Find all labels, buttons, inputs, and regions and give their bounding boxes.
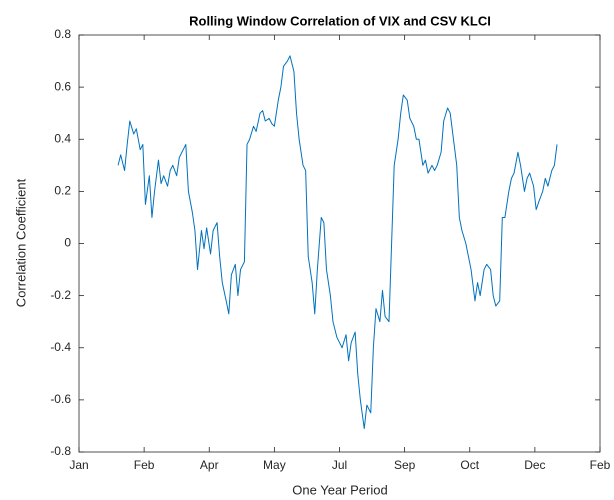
chart-title: Rolling Window Correlation of VIX and CS… <box>189 13 491 28</box>
y-tick-label: -0.2 <box>50 288 71 302</box>
y-tick-label: -0.6 <box>50 392 71 406</box>
x-tick-label: Apr <box>200 458 219 472</box>
x-tick-label: May <box>263 458 286 472</box>
x-tick-label: Oct <box>460 458 479 472</box>
y-axis-label: Correlation Coefficient <box>13 178 28 307</box>
y-tick-label: 0.4 <box>54 131 71 145</box>
y-tick-label: -0.8 <box>50 444 71 458</box>
x-tick-label: Feb <box>134 458 155 472</box>
x-axis-label: One Year Period <box>292 482 387 497</box>
x-tick-label: Feb <box>590 458 611 472</box>
y-tick-label: 0.2 <box>54 184 71 198</box>
x-tick-label: Dec <box>524 458 545 472</box>
y-tick-label: -0.4 <box>50 340 71 354</box>
y-tick-label: 0.6 <box>54 79 71 93</box>
x-tick-label: Jul <box>332 458 347 472</box>
x-tick-label: Sep <box>394 458 416 472</box>
plot-box <box>78 34 601 453</box>
data-line <box>117 55 558 430</box>
y-tick-label: 0 <box>64 236 71 250</box>
x-tick-label: Jan <box>69 458 88 472</box>
y-tick-label: 0.8 <box>54 27 71 41</box>
